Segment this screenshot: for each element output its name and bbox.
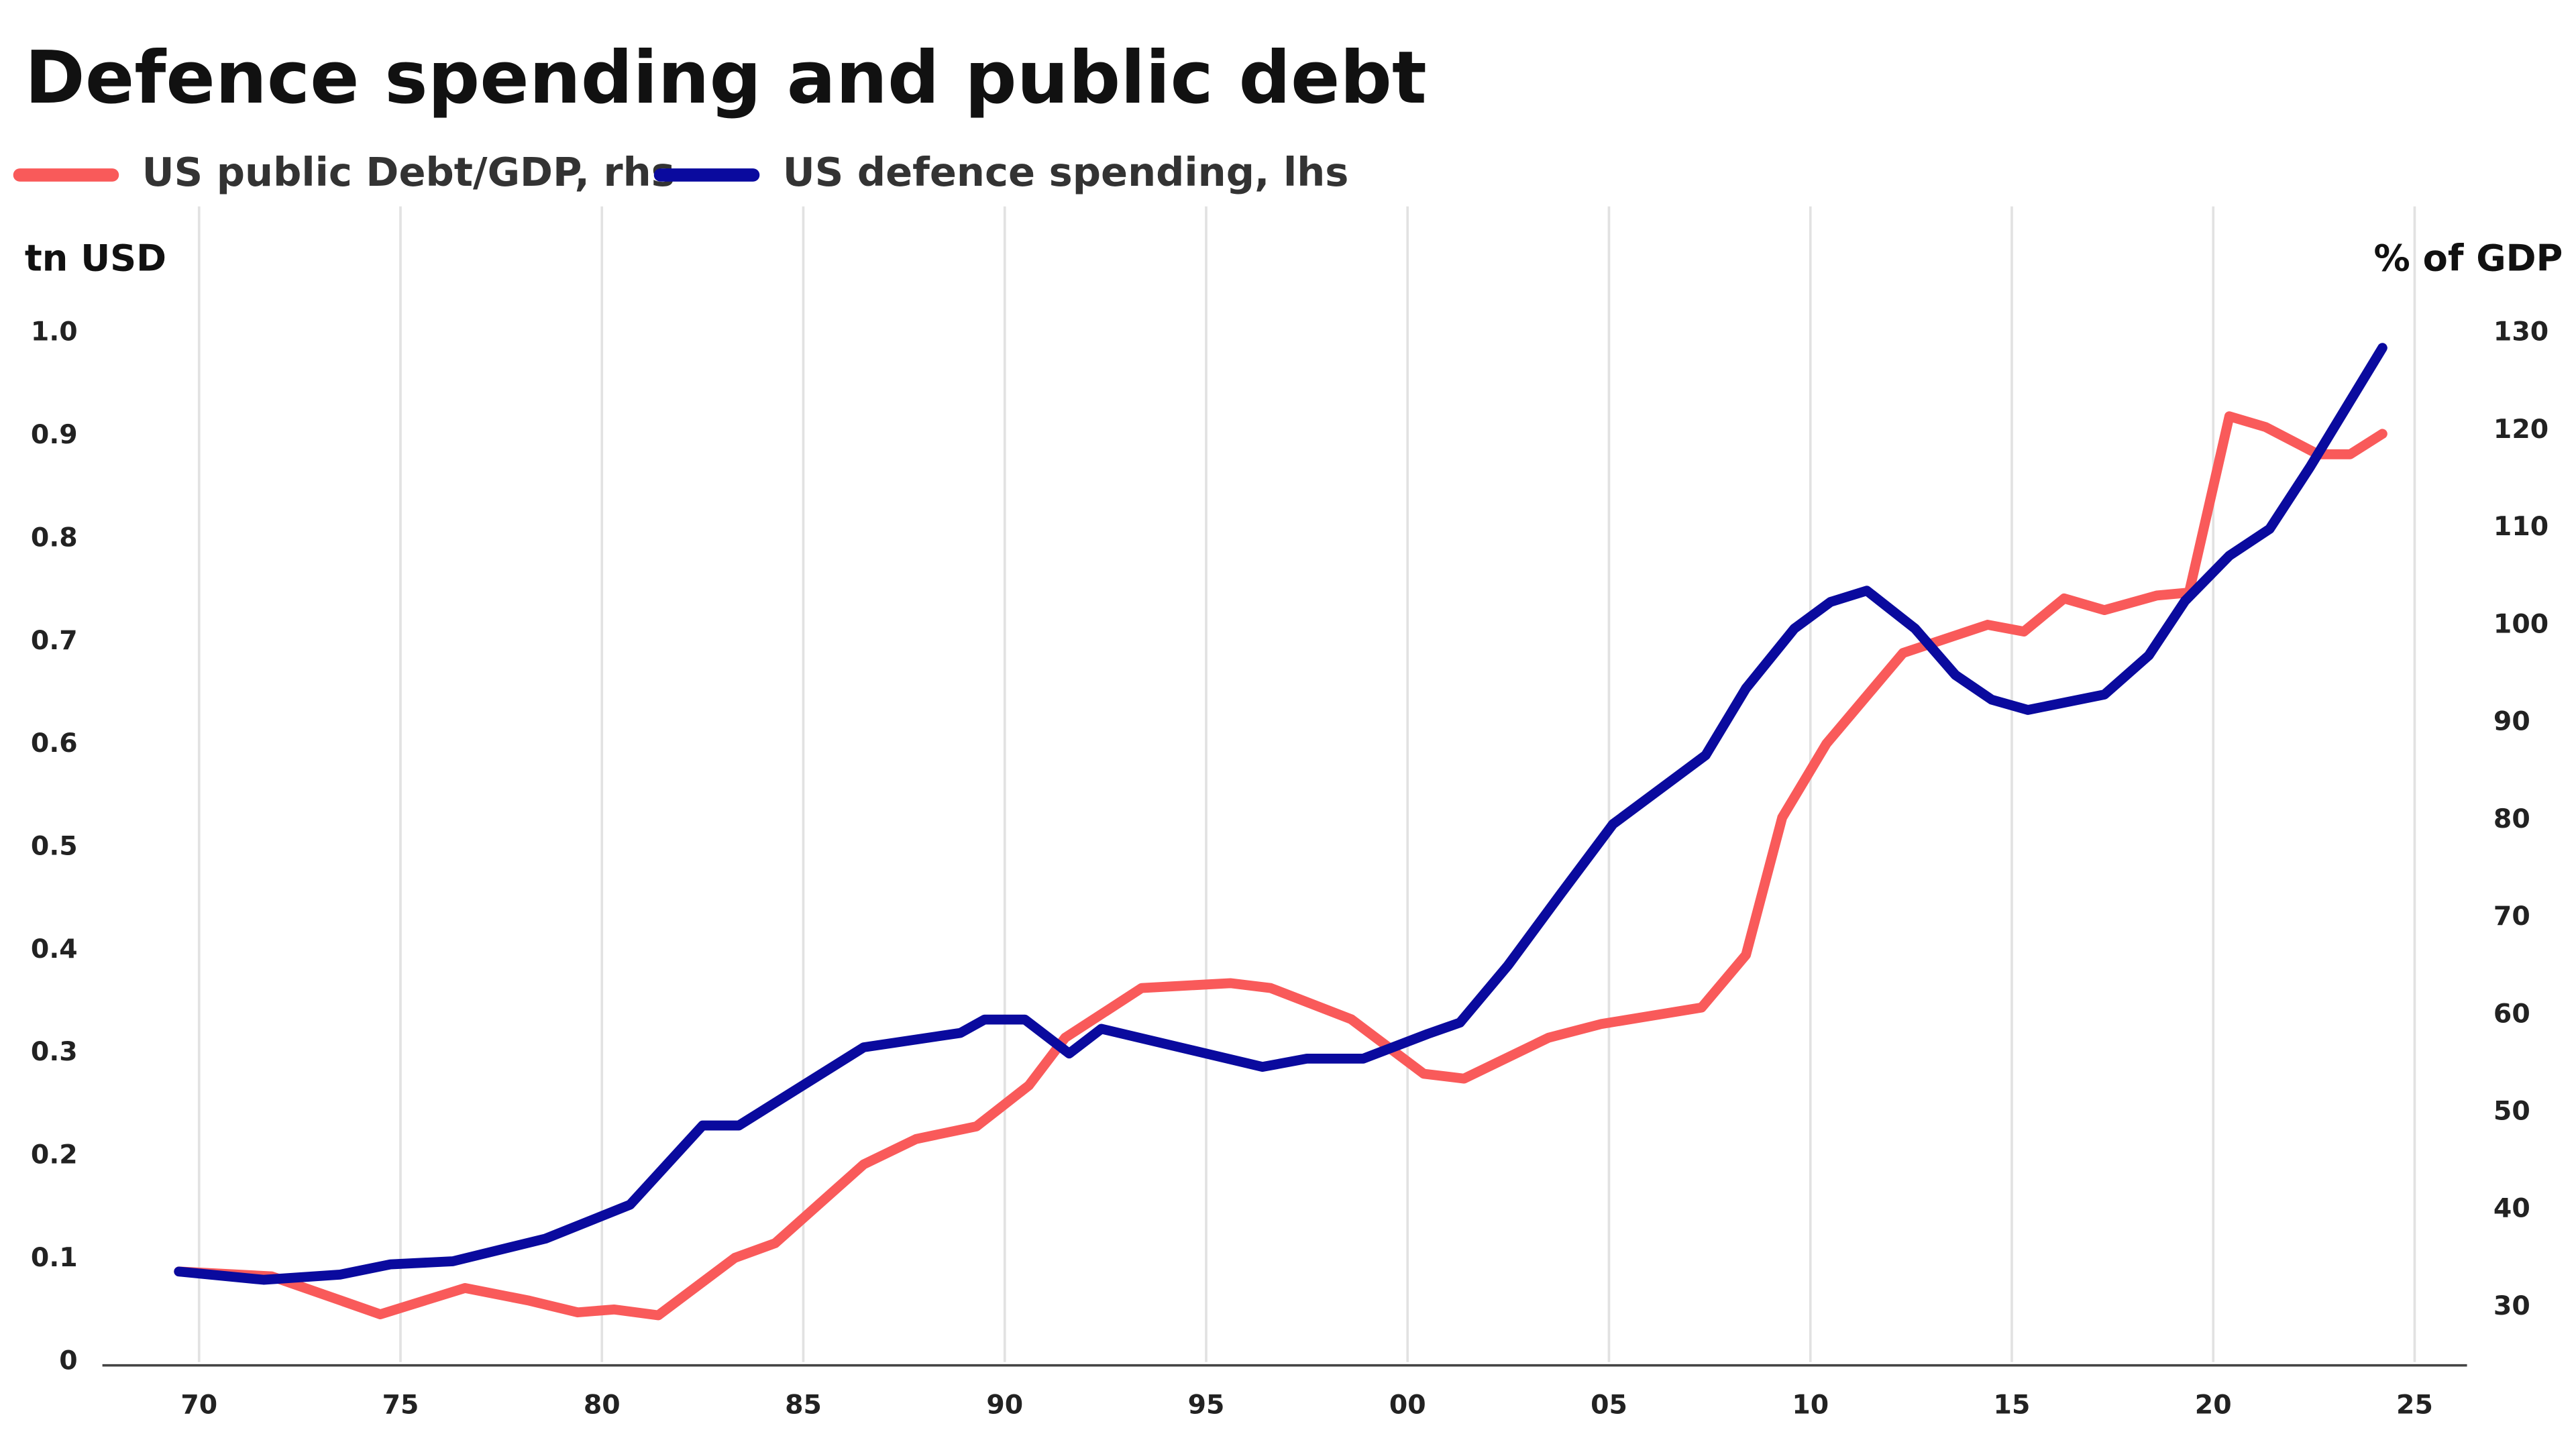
y2-tick-label: 100 (2493, 608, 2548, 639)
data-line (174, 411, 2387, 1321)
y-tick-label: 0.6 (31, 728, 78, 759)
chart-title: Defence spending and public debt (25, 35, 1427, 120)
y-tick-label: 0.2 (31, 1140, 78, 1170)
legend-label: US public Debt/GDP, rhs (142, 149, 675, 195)
x-tick-label: 10 (1792, 1390, 1829, 1421)
y-tick-label: 0.5 (31, 830, 78, 861)
data-line (174, 343, 2387, 1285)
y2-tick-label: 130 (2493, 317, 2548, 347)
x-tick-label: 95 (1188, 1390, 1225, 1421)
y2-tick-label: 60 (2493, 998, 2530, 1029)
y-axis-label: tn USD (25, 237, 166, 280)
y2-tick-label: 90 (2493, 706, 2530, 737)
y2-tick-label: 30 (2493, 1290, 2530, 1321)
y2-tick-label: 70 (2493, 901, 2530, 932)
y-tick-label: 0.8 (31, 522, 78, 553)
x-tick-label: 25 (2396, 1390, 2433, 1421)
x-tick-label: 85 (785, 1390, 822, 1421)
legend-label: US defence spending, lhs (783, 149, 1349, 195)
x-tick-label: 15 (1994, 1390, 2031, 1421)
x-tick-label: 80 (584, 1390, 621, 1421)
y-tick-label: 1.0 (31, 317, 78, 347)
y-tick-label: 0.9 (31, 419, 78, 450)
y2-tick-label: 120 (2493, 414, 2548, 445)
y-tick-label: 0.4 (31, 934, 78, 964)
x-tick-label: 90 (986, 1390, 1023, 1421)
y-tick-label: 0.3 (31, 1036, 78, 1067)
y2-tick-label: 80 (2493, 804, 2530, 834)
x-tick-label: 75 (382, 1390, 419, 1421)
x-tick-label: 20 (2195, 1390, 2232, 1421)
x-tick-label: 00 (1389, 1390, 1426, 1421)
y2-axis-label: % of GDP (2374, 237, 2563, 280)
y2-tick-label: 50 (2493, 1096, 2530, 1127)
x-tick-label: 70 (180, 1390, 217, 1421)
y-tick-label: 0.1 (31, 1242, 78, 1273)
y-tick-label: 0 (59, 1345, 77, 1376)
x-tick-label: 05 (1591, 1390, 1627, 1421)
y-tick-label: 0.7 (31, 625, 78, 656)
y2-tick-label: 110 (2493, 511, 2548, 542)
y2-tick-label: 40 (2493, 1193, 2530, 1224)
